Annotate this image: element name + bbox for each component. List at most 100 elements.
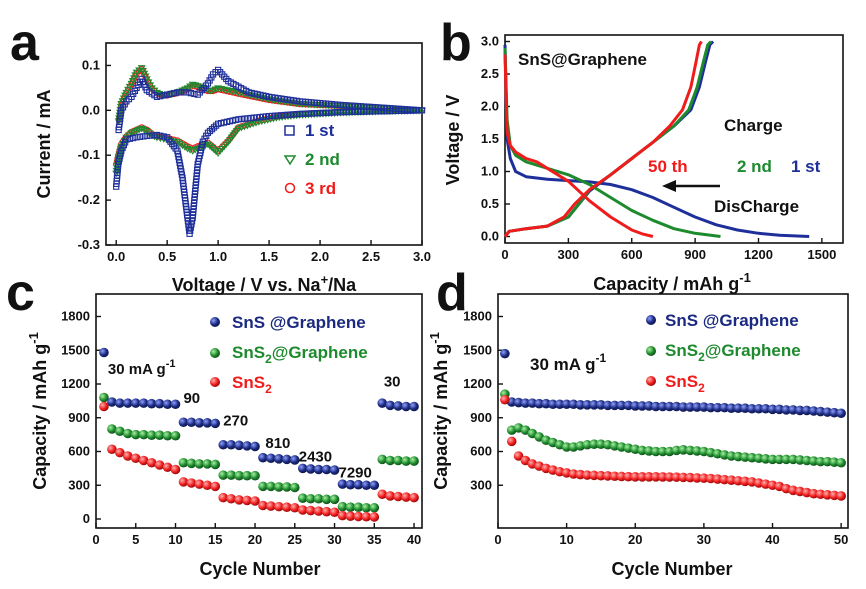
capacity-point <box>266 453 276 464</box>
cv-point-square <box>140 133 147 140</box>
capacity-point <box>719 402 730 413</box>
capacity-point <box>369 480 380 491</box>
capacity-point <box>815 489 826 500</box>
legend-marker-sns2-graphene <box>210 348 220 358</box>
cv-point-triangle <box>208 145 216 152</box>
panel-a-ylabel: Current / mA <box>34 89 54 198</box>
capacity-point <box>99 401 109 412</box>
capacity-point <box>146 430 157 440</box>
legend-marker-sns-graphene <box>210 317 220 327</box>
legend-label-3rd: 3 rd <box>305 179 336 198</box>
capacity-point <box>561 399 572 410</box>
rate-label: 7290 <box>339 464 372 481</box>
cv-point-triangle <box>183 85 192 92</box>
capacity-point <box>774 404 785 415</box>
capacity-point <box>226 439 236 450</box>
capacity-point <box>788 405 798 415</box>
capacity-point <box>385 455 395 466</box>
capacity-point <box>234 440 244 451</box>
y-tick-label: 1500 <box>463 342 492 357</box>
capacity-point <box>513 397 524 408</box>
capacity-point <box>162 430 173 441</box>
y-tick-label: -0.3 <box>78 237 100 252</box>
legend-label-1st: 1 st <box>305 121 335 140</box>
capacity-point <box>671 401 682 412</box>
capacity-point <box>194 479 205 489</box>
capacity-point <box>733 475 743 486</box>
cv-point-square <box>167 90 174 98</box>
capacity-point <box>774 454 785 465</box>
capacity-point <box>541 398 551 409</box>
capacity-point <box>808 456 819 466</box>
cv-point-square <box>130 134 137 142</box>
capacity-point <box>385 491 395 501</box>
capacity-point <box>123 451 133 461</box>
capacity-point <box>527 398 538 408</box>
legend-label-b-2nd: 2 nd <box>737 157 772 176</box>
capacity-point <box>178 457 189 468</box>
x-tick-label: 30 <box>697 532 711 547</box>
capacity-point <box>753 403 764 414</box>
capacity-point <box>637 445 647 456</box>
cv-point-square <box>191 90 198 98</box>
capacity-point <box>138 455 149 466</box>
capacity-point <box>226 470 236 480</box>
capacity-point <box>829 490 840 501</box>
cv-point-triangle <box>140 126 149 134</box>
capacity-point <box>282 482 292 492</box>
panel-a-frame <box>105 42 423 246</box>
capacity-point <box>337 479 348 489</box>
capacity-point <box>623 400 634 411</box>
panel-a: a 0.0 0.5 1.0 1.5 2.0 2.5 3.0-0.3-0.2-0.10.00.… <box>10 14 431 295</box>
y-tick-label: 0 <box>83 511 90 526</box>
capacity-point <box>242 495 252 506</box>
capacity-point <box>671 472 682 482</box>
y-tick-label: 900 <box>68 410 90 425</box>
capacity-point <box>194 418 205 428</box>
x-tick-label: 20 <box>628 532 642 547</box>
cv-point-square <box>150 132 157 139</box>
legend-marker-3rd <box>284 182 296 194</box>
capacity-point <box>589 470 599 481</box>
x-tick-label: 10 <box>559 532 573 547</box>
panel-d-letter: d <box>436 264 468 322</box>
cv-point-square <box>147 132 154 139</box>
legend-label-50th: 50 th <box>648 157 688 176</box>
capacity-point <box>274 501 284 512</box>
panel-b-ticks: 0 300 600 900 1200 1500 0.0 0.5 1.0 1.5 2.0 2.5 3.0 <box>481 34 836 263</box>
capacity-point <box>385 400 395 411</box>
panel-d-frame <box>497 293 849 529</box>
x-tick-label: 10 <box>168 532 182 547</box>
cv-point-square <box>206 127 214 135</box>
capacity-point <box>186 478 197 488</box>
cv-point-square <box>115 126 122 134</box>
capacity-point <box>266 501 276 511</box>
capacity-point <box>781 405 792 415</box>
panel-b-xlabel: Capacity / mAh g-1 <box>593 270 751 294</box>
capacity-point <box>115 426 125 437</box>
cv-point-square <box>194 91 201 98</box>
cv-point-square <box>208 126 216 133</box>
capacity-point <box>767 404 778 415</box>
capacity-point <box>242 441 252 451</box>
capacity-point <box>138 398 149 408</box>
panel-d: d 0 10 20 30 40 50 300 600 900 1200 1500 1800 Capac… <box>427 264 849 579</box>
capacity-point <box>377 454 388 465</box>
capacity-point <box>218 470 229 480</box>
capacity-point <box>568 469 579 479</box>
discharge-label: DisCharge <box>714 197 799 216</box>
capacity-point <box>534 398 544 409</box>
capacity-point <box>202 459 213 469</box>
x-tick-label: 20 <box>248 532 262 547</box>
capacity-point <box>123 428 133 439</box>
cv-point-triangle <box>186 147 195 154</box>
cv-point-triangle <box>206 143 214 150</box>
legend-label-sns-graphene: SnS @Graphene <box>232 313 366 332</box>
capacity-point <box>815 456 826 467</box>
capacity-point <box>313 464 324 475</box>
capacity-point <box>313 493 324 504</box>
cv-point-square <box>143 132 150 140</box>
panel-c-letter: c <box>6 264 35 322</box>
capacity-point <box>568 399 579 410</box>
y-tick-label: 1200 <box>61 376 90 391</box>
